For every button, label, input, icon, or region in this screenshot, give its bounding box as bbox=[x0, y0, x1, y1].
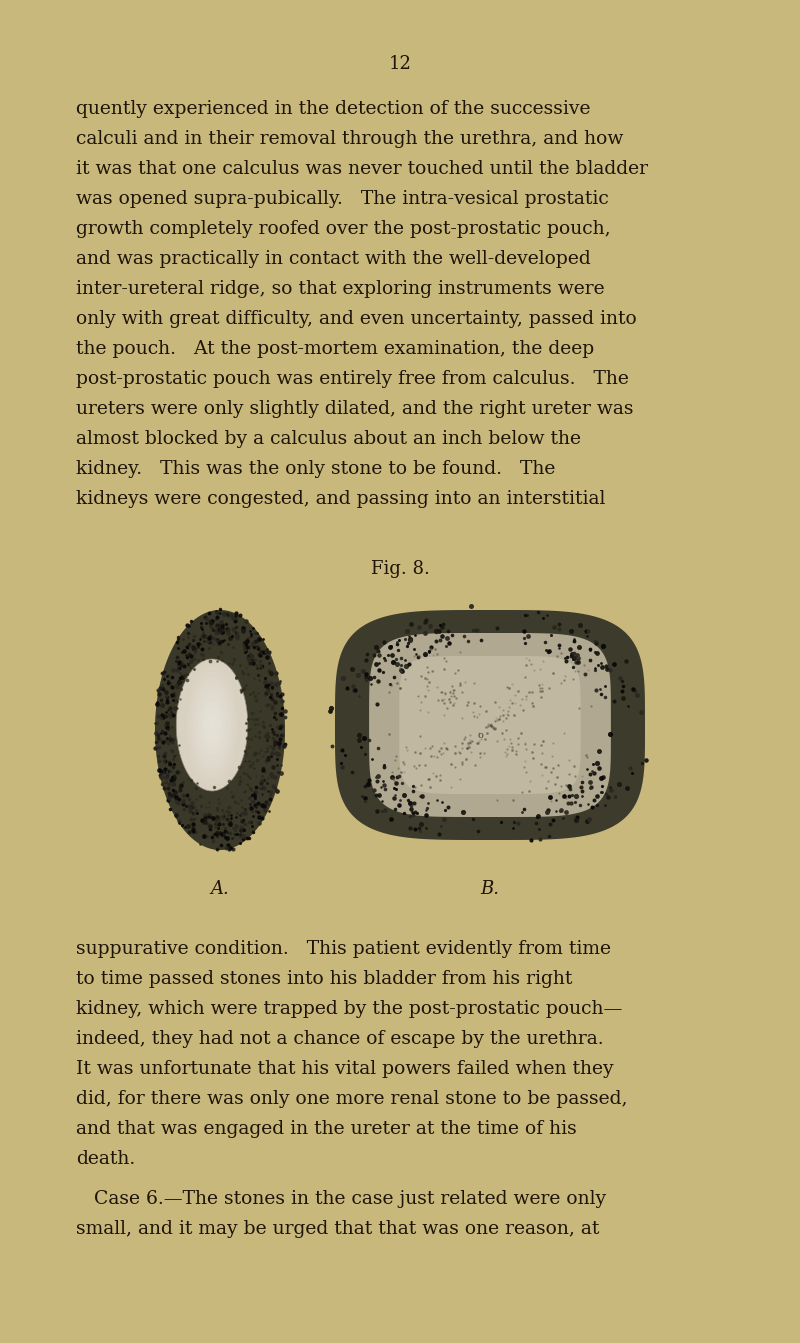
Polygon shape bbox=[168, 634, 272, 826]
Polygon shape bbox=[156, 612, 284, 849]
Text: only with great difficulty, and even uncertainty, passed into: only with great difficulty, and even unc… bbox=[76, 310, 637, 328]
Polygon shape bbox=[204, 706, 220, 743]
Polygon shape bbox=[166, 629, 274, 831]
Polygon shape bbox=[161, 622, 279, 838]
Text: calculi and in their removal through the urethra, and how: calculi and in their removal through the… bbox=[76, 130, 623, 148]
Polygon shape bbox=[157, 614, 283, 846]
Polygon shape bbox=[162, 623, 278, 837]
Polygon shape bbox=[166, 631, 274, 829]
Text: post-prostatic pouch was entirely free from calculus.   The: post-prostatic pouch was entirely free f… bbox=[76, 371, 629, 388]
Polygon shape bbox=[369, 633, 611, 817]
Text: suppurative condition.   This patient evidently from time: suppurative condition. This patient evid… bbox=[76, 940, 611, 958]
Polygon shape bbox=[335, 610, 645, 839]
Text: quently experienced in the detection of the successive: quently experienced in the detection of … bbox=[76, 99, 590, 118]
Text: B.: B. bbox=[481, 880, 499, 898]
Text: the pouch.   At the post-mortem examination, the deep: the pouch. At the post-mortem examinatio… bbox=[76, 340, 594, 359]
Polygon shape bbox=[155, 610, 285, 850]
Text: Fig. 8.: Fig. 8. bbox=[370, 560, 430, 577]
Polygon shape bbox=[158, 615, 282, 845]
Text: inter-ureteral ridge, so that exploring instruments were: inter-ureteral ridge, so that exploring … bbox=[76, 279, 605, 298]
Polygon shape bbox=[155, 610, 285, 850]
Text: growth completely roofed over the post-prostatic pouch,: growth completely roofed over the post-p… bbox=[76, 220, 610, 238]
Polygon shape bbox=[199, 694, 225, 755]
Text: Case 6.—The stones in the case just related were only: Case 6.—The stones in the case just rela… bbox=[76, 1190, 606, 1207]
Polygon shape bbox=[163, 624, 277, 835]
Polygon shape bbox=[189, 672, 235, 779]
Text: to time passed stones into his bladder from his right: to time passed stones into his bladder f… bbox=[76, 970, 572, 988]
Polygon shape bbox=[164, 627, 276, 833]
Text: death.: death. bbox=[76, 1150, 135, 1168]
Text: was opened supra-pubically.   The intra-vesical prostatic: was opened supra-pubically. The intra-ve… bbox=[76, 189, 609, 208]
Polygon shape bbox=[186, 666, 238, 784]
Polygon shape bbox=[159, 618, 281, 842]
Polygon shape bbox=[399, 655, 581, 794]
Text: it was that one calculus was never touched until the bladder: it was that one calculus was never touch… bbox=[76, 160, 648, 179]
Polygon shape bbox=[176, 659, 248, 791]
Polygon shape bbox=[160, 619, 280, 841]
Text: and that was engaged in the ureter at the time of his: and that was engaged in the ureter at th… bbox=[76, 1120, 577, 1138]
Text: kidney, which were trapped by the post-prostatic pouch—: kidney, which were trapped by the post-p… bbox=[76, 1001, 622, 1018]
Polygon shape bbox=[170, 637, 270, 823]
Text: A.: A. bbox=[210, 880, 230, 898]
Polygon shape bbox=[167, 633, 273, 827]
Text: o: o bbox=[477, 731, 483, 740]
Text: 12: 12 bbox=[389, 55, 411, 73]
Text: did, for there was only one more renal stone to be passed,: did, for there was only one more renal s… bbox=[76, 1091, 627, 1108]
Text: almost blocked by a calculus about an inch below the: almost blocked by a calculus about an in… bbox=[76, 430, 581, 449]
Polygon shape bbox=[206, 713, 218, 737]
Text: small, and it may be urged that that was one reason, at: small, and it may be urged that that was… bbox=[76, 1219, 599, 1238]
Polygon shape bbox=[209, 719, 215, 732]
Polygon shape bbox=[194, 684, 230, 767]
Text: kidney.   This was the only stone to be found.   The: kidney. This was the only stone to be fo… bbox=[76, 461, 555, 478]
Text: kidneys were congested, and passing into an interstitial: kidneys were congested, and passing into… bbox=[76, 490, 606, 508]
Polygon shape bbox=[191, 677, 233, 772]
Text: indeed, they had not a chance of escape by the urethra.: indeed, they had not a chance of escape … bbox=[76, 1030, 604, 1048]
Text: It was unfortunate that his vital powers failed when they: It was unfortunate that his vital powers… bbox=[76, 1060, 614, 1078]
Polygon shape bbox=[202, 701, 222, 749]
Polygon shape bbox=[197, 689, 227, 761]
Text: ureters were only slightly dilated, and the right ureter was: ureters were only slightly dilated, and … bbox=[76, 400, 634, 418]
Text: and was practically in contact with the well-developed: and was practically in contact with the … bbox=[76, 250, 590, 269]
